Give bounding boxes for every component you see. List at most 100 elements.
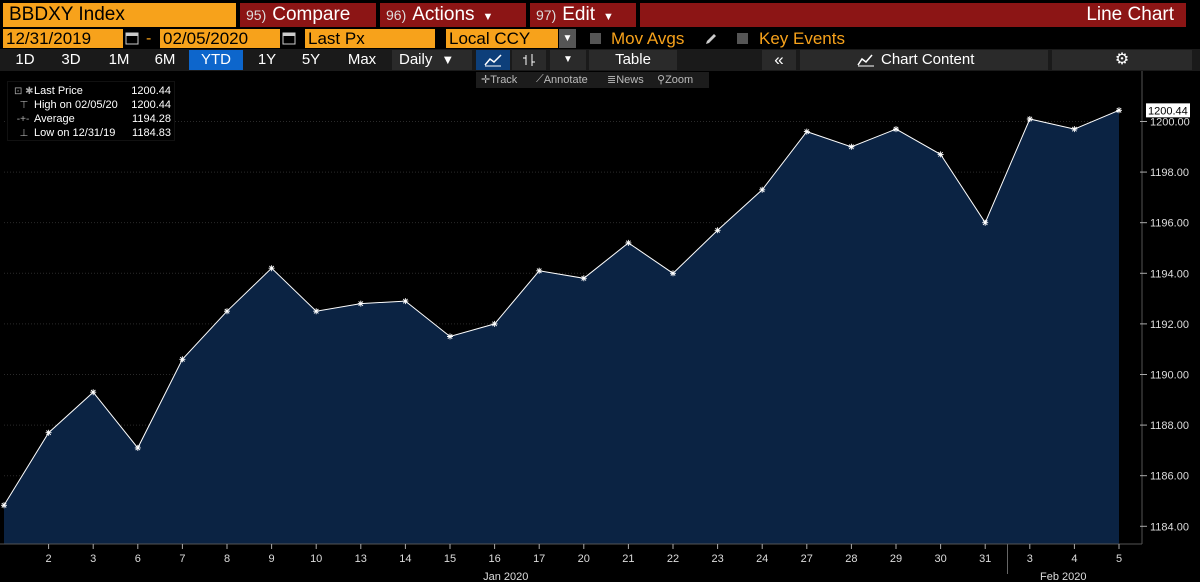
x-tick-label: 10 [310, 553, 322, 565]
x-tick-label: 23 [711, 553, 723, 565]
x-tick-label: 3 [90, 553, 96, 565]
chart-area[interactable]: 1200.00 1198.00 1196.00 1194.00 1192.00 1190.… [0, 71, 1200, 582]
mov-avgs-checkbox[interactable] [590, 33, 601, 44]
data-point [937, 151, 944, 158]
x-tick-label: 21 [622, 553, 634, 565]
pencil-icon[interactable] [704, 32, 718, 46]
data-point [45, 429, 52, 436]
y-tick-label: 1192.00 [1150, 319, 1189, 331]
high-marker-icon: ⊤ [14, 100, 29, 111]
data-point [580, 275, 587, 282]
collapse-icon[interactable]: « [762, 50, 796, 70]
actions-label: Actions [412, 4, 475, 25]
x-tick-label: 17 [533, 553, 545, 565]
legend-last-price[interactable]: ⊡ ✱ Last Price 1200.44 [8, 85, 176, 98]
caret-down-icon: ▼ [441, 52, 455, 67]
legend-low: ⊥ Low on 12/31/19 1184.83 [8, 127, 176, 140]
period-6m-button[interactable]: 6M [145, 50, 185, 70]
compare-label: Compare [272, 4, 351, 25]
low-marker-icon: ⊥ [14, 128, 29, 139]
data-point [313, 308, 320, 315]
mov-avgs-label[interactable]: Mov Avgs [611, 29, 685, 48]
chart-content-label: Chart Content [881, 51, 975, 68]
data-point [357, 300, 364, 307]
annotate-tool[interactable]: ⟋ Annotate [536, 73, 588, 86]
data-point [1116, 107, 1122, 114]
settings-button[interactable]: ⚙ [1052, 50, 1192, 70]
data-point [625, 239, 632, 246]
period-3d-button[interactable]: 3D [49, 50, 93, 70]
currency-select[interactable]: Local CCY [446, 29, 558, 48]
compare-button[interactable]: 95) Compare [240, 3, 376, 27]
y-axis: 1200.00 1198.00 1196.00 1194.00 1192.00 1190.… [1140, 71, 1190, 544]
caret-down-icon: ▼ [563, 54, 573, 65]
key-events-checkbox[interactable] [737, 33, 748, 44]
data-point [536, 267, 543, 274]
zoom-label: Zoom [665, 74, 694, 86]
x-tick-label: 7 [179, 553, 185, 565]
x-tick-label: 3 [1027, 553, 1033, 565]
chart-type-dropdown[interactable]: ▼ [550, 50, 586, 70]
data-point [402, 298, 409, 305]
x-tick-label: 6 [135, 553, 141, 565]
annotate-label: Annotate [543, 74, 588, 86]
y-tick-label: 1196.00 [1150, 218, 1189, 230]
x-tick-label: 15 [444, 553, 456, 565]
zoom-tool[interactable]: ⚲ Zoom [657, 74, 694, 86]
news-tool[interactable]: ≣ News [607, 74, 644, 86]
y-tick-label: 1198.00 [1150, 167, 1189, 179]
chart-content-button[interactable]: Chart Content [800, 50, 1048, 70]
price-chart[interactable]: 1200.00 1198.00 1196.00 1194.00 1192.00 1190.… [0, 71, 1200, 582]
calendar-icon[interactable] [125, 31, 139, 45]
period-1d-button[interactable]: 1D [5, 50, 45, 70]
period-bar: 1D 3D 1M 6M YTD 1Y 5Y Max Daily ▼ ▼ Table… [0, 49, 1200, 71]
month-label: Jan 2020 [483, 571, 528, 582]
series-line [3, 109, 1120, 506]
end-date-input[interactable]: 02/05/2020 [160, 29, 280, 48]
table-button[interactable]: Table [589, 50, 677, 70]
gear-icon: ⚙ [1114, 51, 1130, 68]
ticker-input[interactable]: BBDXY Index [3, 3, 236, 27]
data-point [90, 389, 97, 396]
legend-value: 1200.44 [131, 99, 171, 111]
x-tick-label: 14 [399, 553, 411, 565]
frequency-select[interactable]: Daily ▼ [392, 50, 472, 70]
legend-value: 1200.44 [131, 85, 171, 97]
last-price-tag [1146, 103, 1190, 118]
period-1y-button[interactable]: 1Y [247, 50, 287, 70]
calendar-icon[interactable] [282, 31, 296, 45]
currency-dropdown-icon[interactable]: ▼ [559, 29, 576, 48]
period-max-button[interactable]: Max [335, 50, 389, 70]
data-point [179, 356, 186, 363]
legend-high: ⊤ High on 02/05/20 1200.44 [8, 99, 176, 112]
y-tick-label: 1184.00 [1150, 521, 1189, 533]
caret-down-icon: ▼ [482, 11, 494, 23]
data-point [1, 502, 7, 509]
bar-chart-type-button[interactable] [512, 50, 546, 70]
data-point [1026, 116, 1033, 122]
field-select[interactable]: Last Px [305, 29, 435, 48]
actions-button[interactable]: 96) Actions ▼ [380, 3, 526, 27]
data-point [1071, 126, 1078, 133]
legend-value: 1194.28 [132, 113, 171, 125]
data-point [759, 186, 766, 193]
data-point [714, 227, 721, 234]
edit-button[interactable]: 97) Edit ▼ [530, 3, 636, 27]
chart-content-icon [857, 54, 874, 67]
key-events-label[interactable]: Key Events [759, 29, 845, 48]
data-point [982, 219, 989, 226]
x-tick-label: 22 [667, 553, 679, 565]
period-ytd-button[interactable]: YTD [189, 50, 243, 70]
last-price-marker-icon: ⊡ ✱ [14, 86, 34, 97]
track-tool[interactable]: ✛ Track [481, 74, 518, 86]
last-price-tag-label: 1200.44 [1148, 105, 1188, 117]
data-point [893, 126, 899, 133]
header-bar: BBDXY Index 95) Compare 96) Actions ▼ 97) Ed… [0, 0, 1200, 29]
line-chart-type-button[interactable] [476, 50, 510, 70]
x-tick-label: 28 [845, 553, 857, 565]
start-date-input[interactable]: 12/31/2019 [3, 29, 123, 48]
data-point [803, 128, 810, 135]
period-1m-button[interactable]: 1M [97, 50, 141, 70]
line-chart-icon [484, 54, 502, 67]
period-5y-button[interactable]: 5Y [291, 50, 331, 70]
